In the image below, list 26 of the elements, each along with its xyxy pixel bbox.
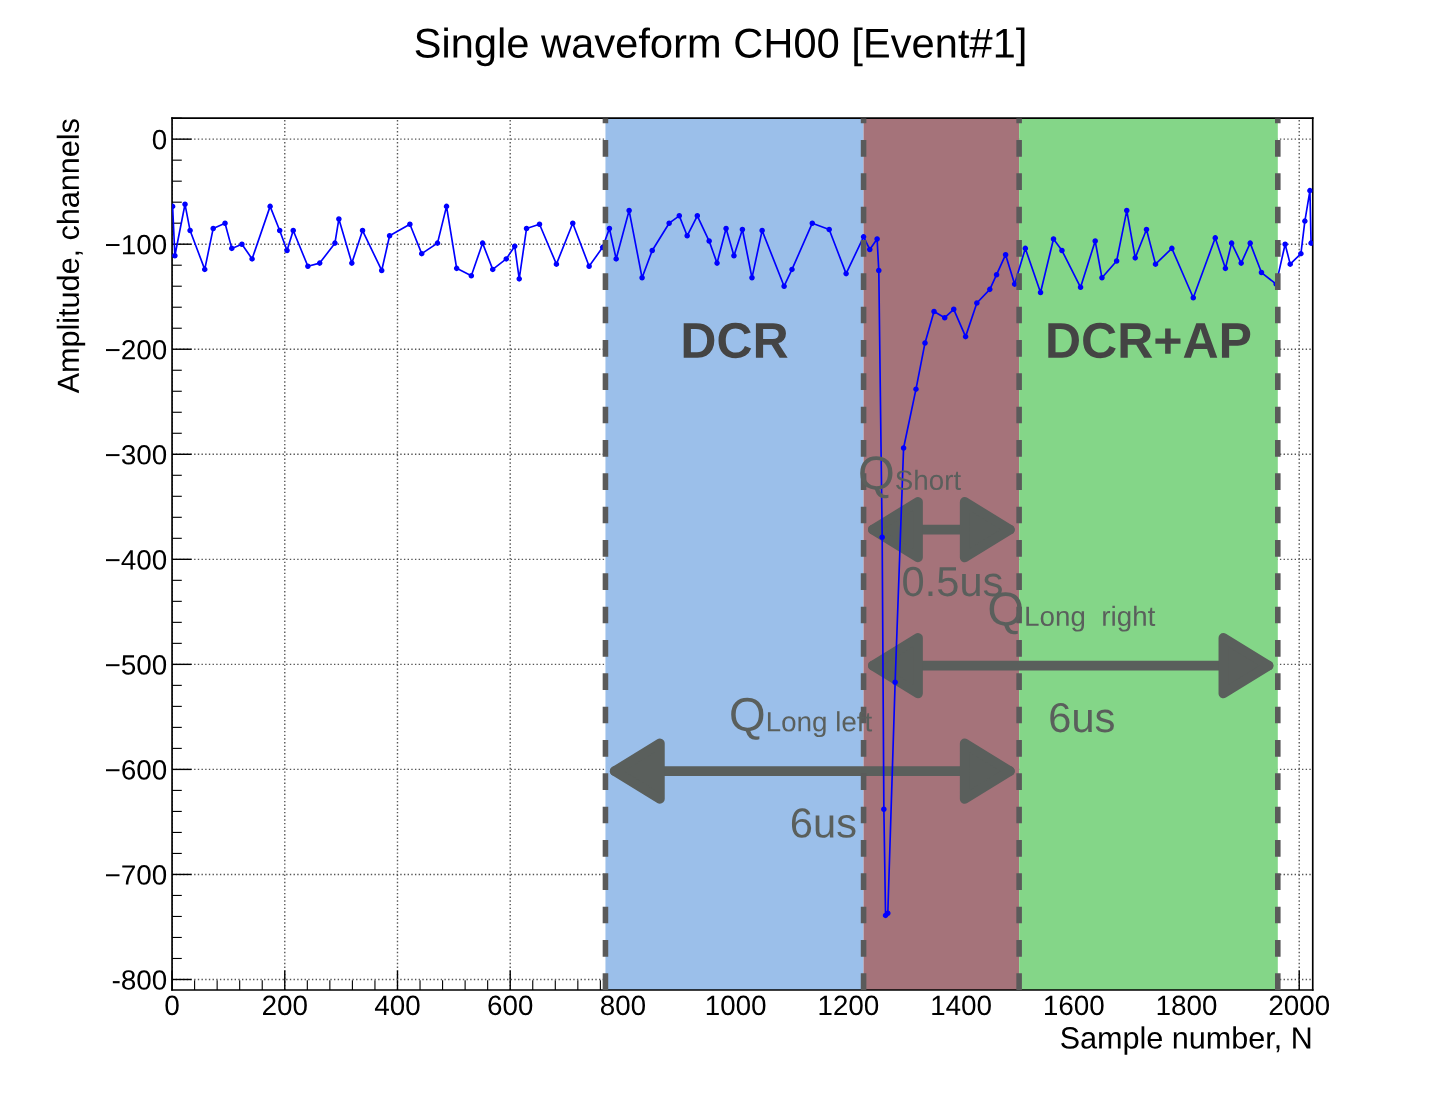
x-tick-label: 1200 [819, 995, 879, 1016]
chart-title: Single waveform CH00 [Event#1] [415, 27, 1025, 67]
x-tick-label: 1800 [1157, 995, 1217, 1016]
annotation: 6us [1050, 702, 1114, 733]
x-tick-label: 1000 [706, 995, 766, 1016]
x-tick-label: 600 [488, 995, 533, 1016]
x-tick-label: 400 [374, 995, 420, 1016]
x-axis-title: Sample number, N [1061, 1026, 1311, 1055]
x-tick-label: 1600 [1045, 995, 1104, 1016]
band-label: DCR+AP [1048, 322, 1251, 359]
annotation: 6us [791, 808, 856, 838]
y-tick-label: −400 [106, 549, 167, 570]
y-tick-label: −700 [106, 865, 167, 885]
y-tick-label: −600 [106, 760, 167, 780]
y-tick-label: −200 [106, 339, 167, 360]
y-tick-label: -800 [112, 970, 167, 990]
band-label: DCR [683, 322, 788, 359]
y-tick-label: −300 [106, 444, 167, 465]
x-tick-label: 800 [600, 995, 646, 1016]
x-tick-label: 200 [263, 995, 307, 1016]
x-tick-label: 1400 [932, 995, 991, 1016]
x-tick-label: 2000 [1269, 995, 1330, 1016]
y-tick-label: −500 [106, 655, 167, 675]
y-tick-label: 0 [152, 129, 167, 150]
y-axis-title: Amplitude, channels [56, 119, 86, 394]
y-tick-label: −100 [106, 234, 167, 255]
